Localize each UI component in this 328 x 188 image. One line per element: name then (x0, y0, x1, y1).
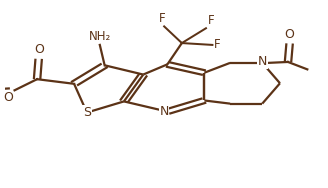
Text: F: F (208, 14, 214, 27)
Text: F: F (159, 12, 166, 25)
Text: S: S (83, 106, 91, 119)
Text: N: N (159, 105, 169, 118)
Text: F: F (214, 38, 221, 51)
Text: O: O (34, 43, 44, 56)
Text: O: O (3, 91, 13, 104)
Text: N: N (257, 55, 267, 68)
Text: O: O (285, 28, 295, 41)
Text: NH₂: NH₂ (89, 30, 111, 43)
